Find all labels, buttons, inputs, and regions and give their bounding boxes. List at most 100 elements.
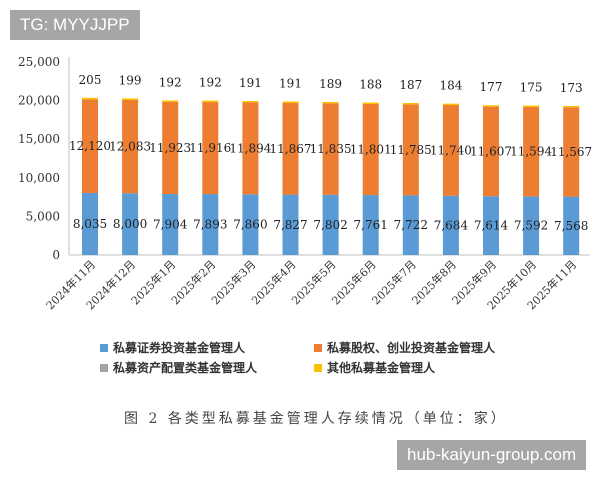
data-label: 11,607 xyxy=(470,144,512,158)
chart-caption: 图 2 各类型私募基金管理人存续情况（单位：家） xyxy=(124,411,508,427)
bar-segment xyxy=(442,105,459,196)
legend-item-securities: 私募证券投资基金管理人 xyxy=(100,339,245,356)
bar-segment xyxy=(242,101,259,103)
bar-segment xyxy=(402,102,419,105)
bar-segment xyxy=(362,102,379,104)
bar-segment xyxy=(282,102,299,195)
y-tick-label: 15,000 xyxy=(18,132,60,146)
data-label: 11,594 xyxy=(510,145,552,159)
data-label: 7,893 xyxy=(193,218,227,232)
y-tick-label: 20,000 xyxy=(18,94,60,108)
bar-segment xyxy=(442,103,459,106)
stacked-bar-chart: 0 5,000 10,000 15,000 20,000 25,000 8,035 12,12… xyxy=(18,55,592,312)
bar-segment xyxy=(322,101,339,104)
y-tick-label: 5,000 xyxy=(26,209,60,223)
data-label: 11,785 xyxy=(390,143,432,157)
data-label: 7,761 xyxy=(354,218,388,232)
bar-segment xyxy=(523,196,540,255)
bar-segment xyxy=(282,101,299,103)
bar-segment xyxy=(563,107,580,197)
data-label: 205 xyxy=(79,73,102,87)
legend-swatch xyxy=(314,343,322,352)
data-label: 192 xyxy=(199,76,222,90)
bar-segment xyxy=(122,98,139,100)
data-label: 173 xyxy=(560,81,583,95)
bar-segment xyxy=(242,102,259,195)
legend-label: 私募股权、创业投资基金管理人 xyxy=(327,341,496,355)
data-label: 8,035 xyxy=(73,217,107,231)
bar-segment xyxy=(162,100,179,102)
data-label: 11,835 xyxy=(310,142,352,156)
legend-item-asset-allocation: 私募资产配置类基金管理人 xyxy=(100,359,257,376)
bar-segment xyxy=(322,103,339,195)
data-label: 187 xyxy=(399,78,422,92)
y-tick-label: 0 xyxy=(52,248,60,262)
legend-swatch xyxy=(314,363,322,372)
data-label: 11,567 xyxy=(550,145,592,159)
bar-segment xyxy=(563,196,580,255)
legend-label: 私募证券投资基金管理人 xyxy=(113,341,246,355)
legend-swatch xyxy=(100,363,108,372)
bar-segment xyxy=(483,105,499,107)
y-tick-label: 25,000 xyxy=(18,55,60,69)
bar-segment xyxy=(162,101,179,194)
legend-item-other: 其他私募基金管理人 xyxy=(314,359,435,376)
bar-segment xyxy=(282,194,299,255)
data-label: 11,894 xyxy=(229,141,271,155)
watermark-top: TG: MYYJJPP xyxy=(10,10,140,40)
bar-segment xyxy=(82,97,98,100)
bar-segment xyxy=(563,105,580,108)
data-label: 175 xyxy=(520,81,543,95)
data-label: 192 xyxy=(159,75,182,89)
data-label: 11,916 xyxy=(189,141,231,155)
data-label: 7,592 xyxy=(514,219,548,233)
data-label: 8,000 xyxy=(113,217,147,231)
data-label: 11,740 xyxy=(430,143,472,157)
bar-segment xyxy=(322,194,339,255)
data-label: 177 xyxy=(480,80,503,94)
bar-segment xyxy=(82,192,98,255)
bar-segment xyxy=(402,104,419,196)
data-label: 12,083 xyxy=(109,140,151,154)
data-label: 7,684 xyxy=(434,218,469,232)
data-label: 188 xyxy=(359,78,382,92)
bar-segment xyxy=(162,193,179,255)
data-label: 7,614 xyxy=(474,219,509,233)
data-label: 11,867 xyxy=(270,142,312,156)
bar-segment xyxy=(362,195,379,255)
data-label: 199 xyxy=(119,73,142,87)
bar-segment xyxy=(442,195,459,255)
bar-segment xyxy=(202,102,219,195)
y-tick-label: 10,000 xyxy=(18,171,60,185)
legend-label: 私募资产配置类基金管理人 xyxy=(113,361,258,375)
data-label: 7,722 xyxy=(394,218,428,232)
legend-swatch xyxy=(100,343,108,352)
bar-segment xyxy=(202,100,219,103)
bar-segment xyxy=(483,106,499,197)
data-label: 7,860 xyxy=(233,218,267,232)
data-label: 11,801 xyxy=(350,143,392,157)
data-label: 184 xyxy=(439,79,462,93)
data-label: 7,827 xyxy=(273,218,307,232)
watermark-bottom: hub-kaiyun-group.com xyxy=(397,440,587,470)
bar-segment xyxy=(82,99,98,193)
data-label: 7,904 xyxy=(153,217,188,231)
data-label: 189 xyxy=(319,77,342,91)
data-label: 7,568 xyxy=(554,219,588,233)
bar-segment xyxy=(483,196,499,255)
legend-label: 其他私募基金管理人 xyxy=(327,361,436,375)
data-label: 7,802 xyxy=(313,218,347,232)
data-label: 11,923 xyxy=(149,141,191,155)
bar-segment xyxy=(523,106,540,197)
bar-segment xyxy=(242,194,259,255)
legend-item-equity: 私募股权、创业投资基金管理人 xyxy=(314,339,495,356)
bar-segment xyxy=(122,193,139,255)
bar-segment xyxy=(523,105,540,107)
bar-segment xyxy=(402,195,419,255)
bar-segment xyxy=(202,194,219,255)
bar-segment xyxy=(122,99,139,194)
data-label: 12,120 xyxy=(69,139,111,153)
bar-segment xyxy=(362,103,379,196)
data-label: 191 xyxy=(279,76,302,90)
data-label: 191 xyxy=(239,76,262,90)
